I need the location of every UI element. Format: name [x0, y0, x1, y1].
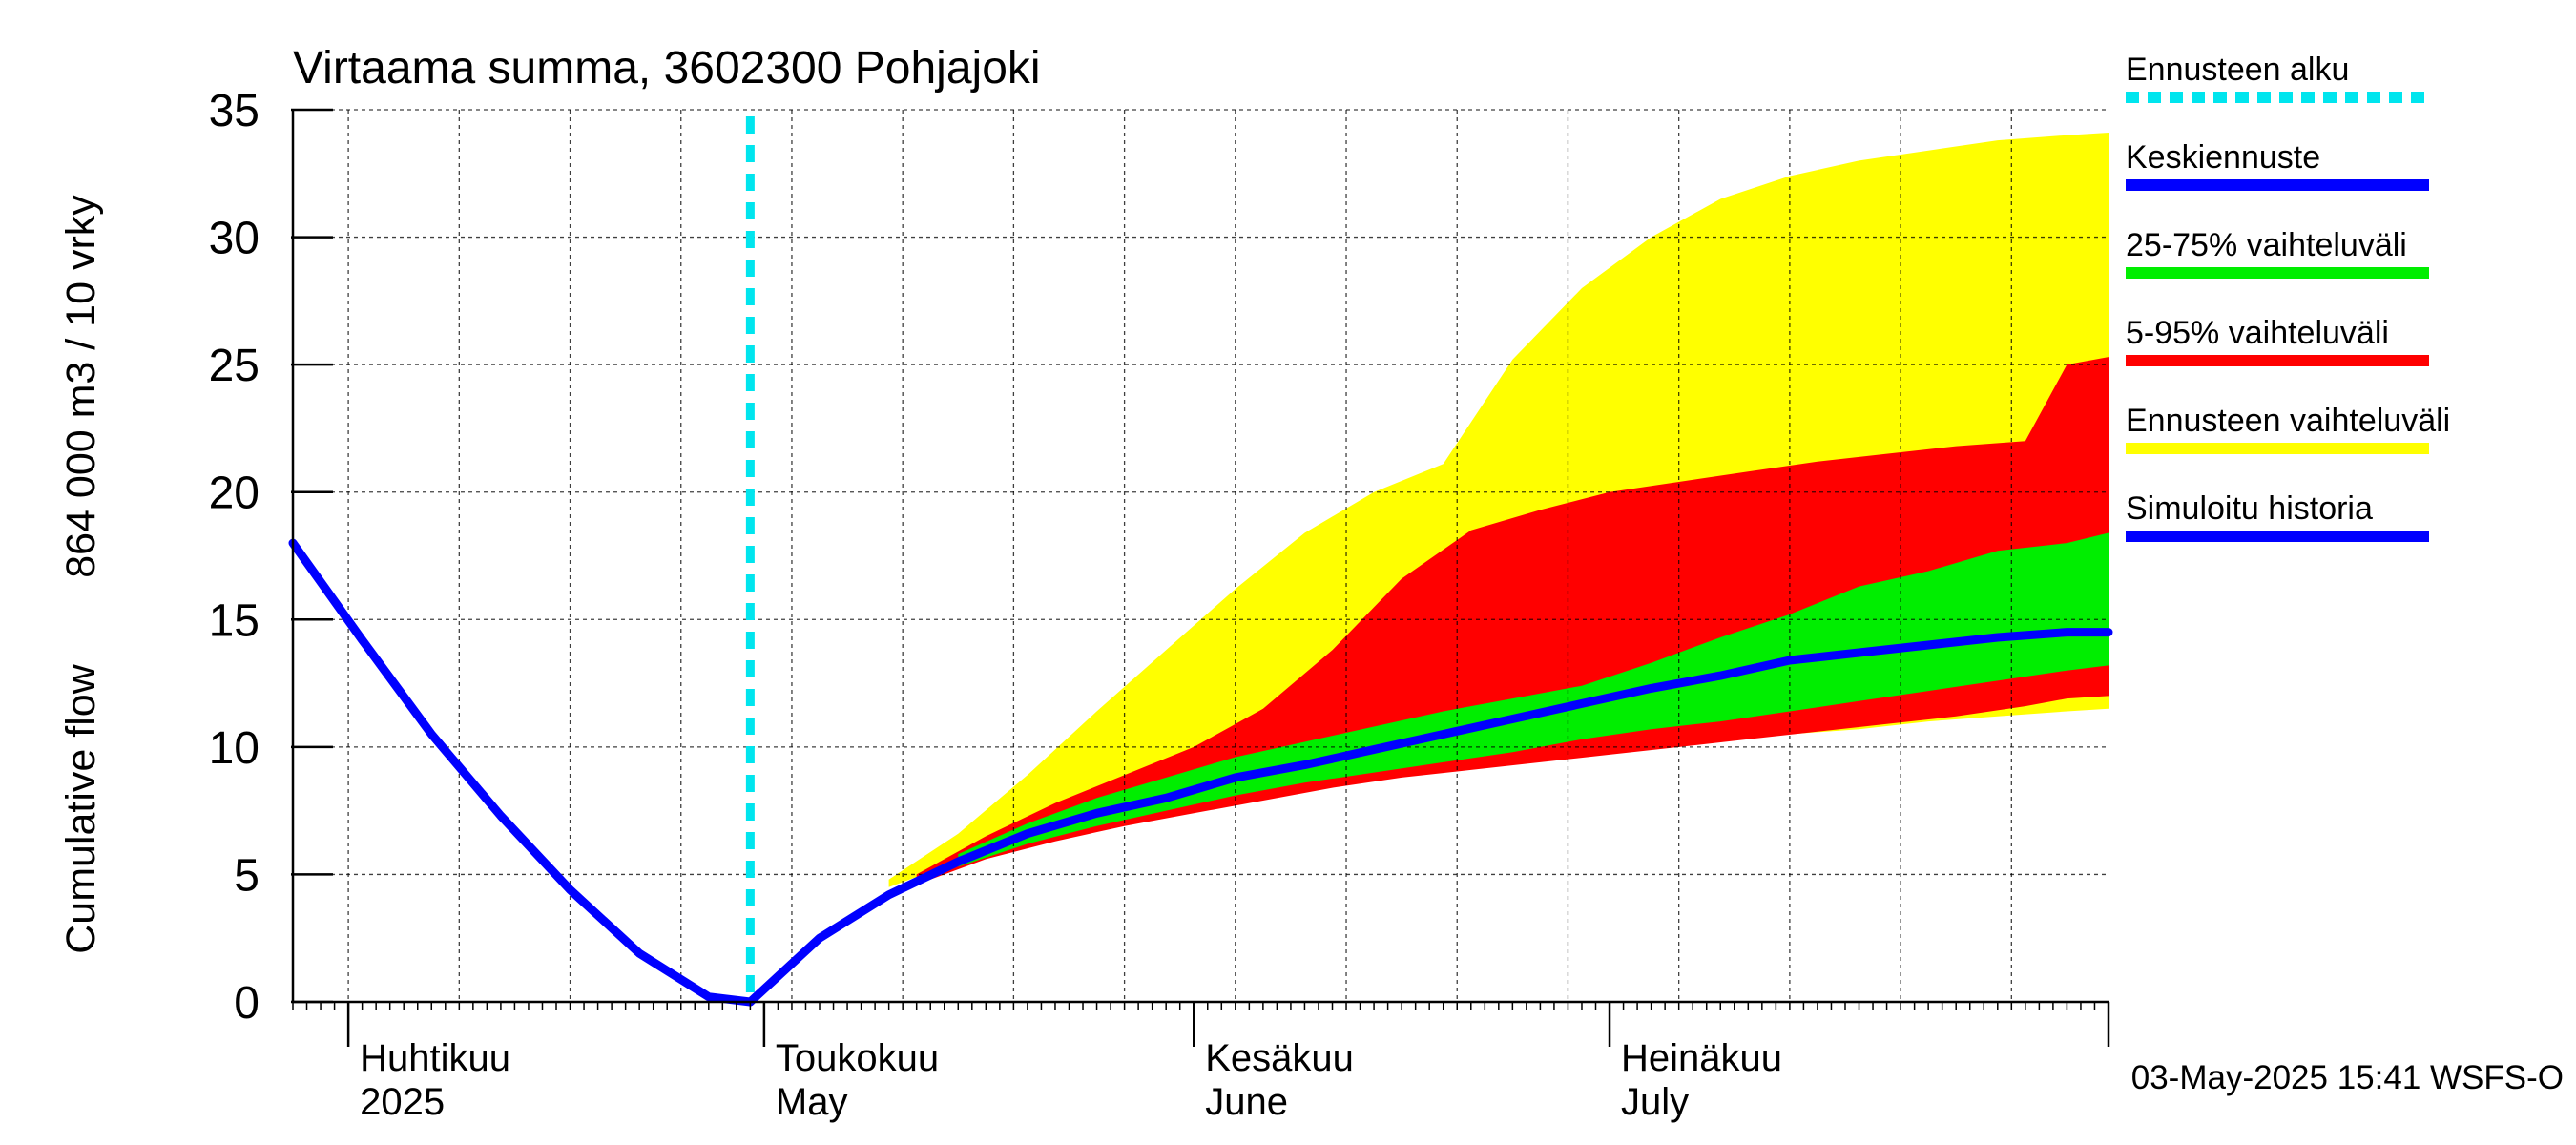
- month-label-en: June: [1205, 1081, 1288, 1123]
- month-label-fi: Kesäkuu: [1205, 1037, 1354, 1079]
- band-p25-p75: [958, 532, 2109, 867]
- band-p5-p95: [916, 357, 2109, 885]
- month-label-fi: Toukokuu: [776, 1037, 939, 1079]
- month-label-en: July: [1621, 1081, 1689, 1123]
- y-tick-label: 0: [234, 978, 260, 1029]
- footer-timestamp: 03-May-2025 15:41 WSFS-O: [2131, 1059, 2564, 1096]
- month-label-fi: Heinäkuu: [1621, 1037, 1782, 1079]
- legend-label: 5-95% vaihteluväli: [2126, 315, 2389, 351]
- legend-label: Ennusteen vaihteluväli: [2126, 403, 2450, 439]
- y-tick-label: 20: [209, 468, 260, 519]
- legend: Ennusteen alku Keskiennuste 25-75% vaihtel…: [2126, 52, 2450, 542]
- y-tick-label: 35: [209, 86, 260, 136]
- chart-title: Virtaama summa, 3602300 Pohjajoki: [293, 43, 1041, 94]
- y-tick-label: 30: [209, 214, 260, 264]
- flow-lines: [288, 116, 2113, 1007]
- y-tick-label: 25: [209, 341, 260, 391]
- axes: 05101520253035Huhtikuu2025ToukokuuMayKes…: [209, 86, 2110, 1123]
- legend-label: 25-75% vaihteluväli: [2126, 227, 2407, 263]
- legend-label: Ennusteen alku: [2126, 52, 2349, 88]
- month-label-en: May: [776, 1081, 848, 1123]
- legend-label: Keskiennuste: [2126, 139, 2320, 176]
- forecast-bands: [888, 133, 2109, 887]
- y-axis-label-top: 864 000 m3 / 10 vrky: [58, 195, 104, 578]
- y-tick-label: 10: [209, 723, 260, 774]
- month-label-en: 2025: [360, 1081, 445, 1123]
- y-axis-label-bottom: Cumulative flow: [58, 663, 104, 953]
- median-forecast-line: [745, 628, 2113, 1007]
- y-tick-label: 5: [234, 850, 260, 901]
- month-label-fi: Huhtikuu: [360, 1037, 510, 1079]
- legend-label: Simuloitu historia: [2126, 490, 2373, 527]
- grid-lines: [293, 109, 2109, 1002]
- y-tick-label: 15: [209, 595, 260, 646]
- simulated-history-line: [288, 538, 755, 1007]
